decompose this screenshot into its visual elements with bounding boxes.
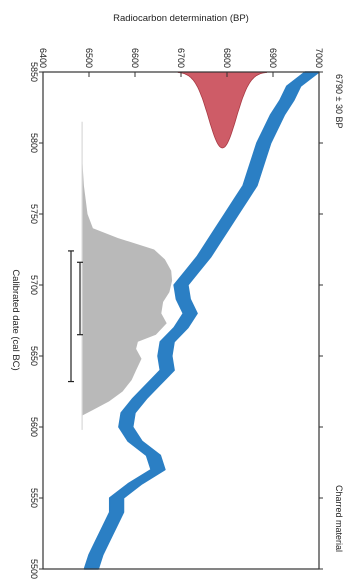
ticks-layer: 6400 6500 6600 6700 6800 6900 7000 5850 5800 5750… [29,48,324,579]
x-tick-label: 5850 [29,62,39,82]
y-tick-label: 6500 [84,48,94,68]
y-tick-label: 6900 [268,48,278,68]
x-tick-label: 5750 [29,204,39,224]
x-tick-label: 5550 [29,488,39,508]
x-tick-label: 5800 [29,133,39,153]
x-axis-title: Calibrated date (cal BC) [10,269,21,370]
x-tick-label: 5500 [29,559,39,579]
y-tick-label: 7000 [314,48,324,68]
plot-layer [68,71,320,570]
y-tick-label: 6400 [38,48,48,68]
y-tick-label: 6700 [176,48,186,68]
y-tick-label: 6600 [130,48,140,68]
x-tick-label: 5700 [29,275,39,295]
x-tick-label: 5650 [29,346,39,366]
calibrated-distribution [82,157,173,416]
sample-label: 6790 ± 30 BP [334,74,344,128]
y-axis-title: Radiocarbon determination (BP) [113,13,249,24]
y-tick-label: 6800 [222,48,232,68]
material-label: Charred material [334,485,344,552]
x-tick-label: 5600 [29,417,39,437]
radiocarbon-distribution [177,71,268,149]
